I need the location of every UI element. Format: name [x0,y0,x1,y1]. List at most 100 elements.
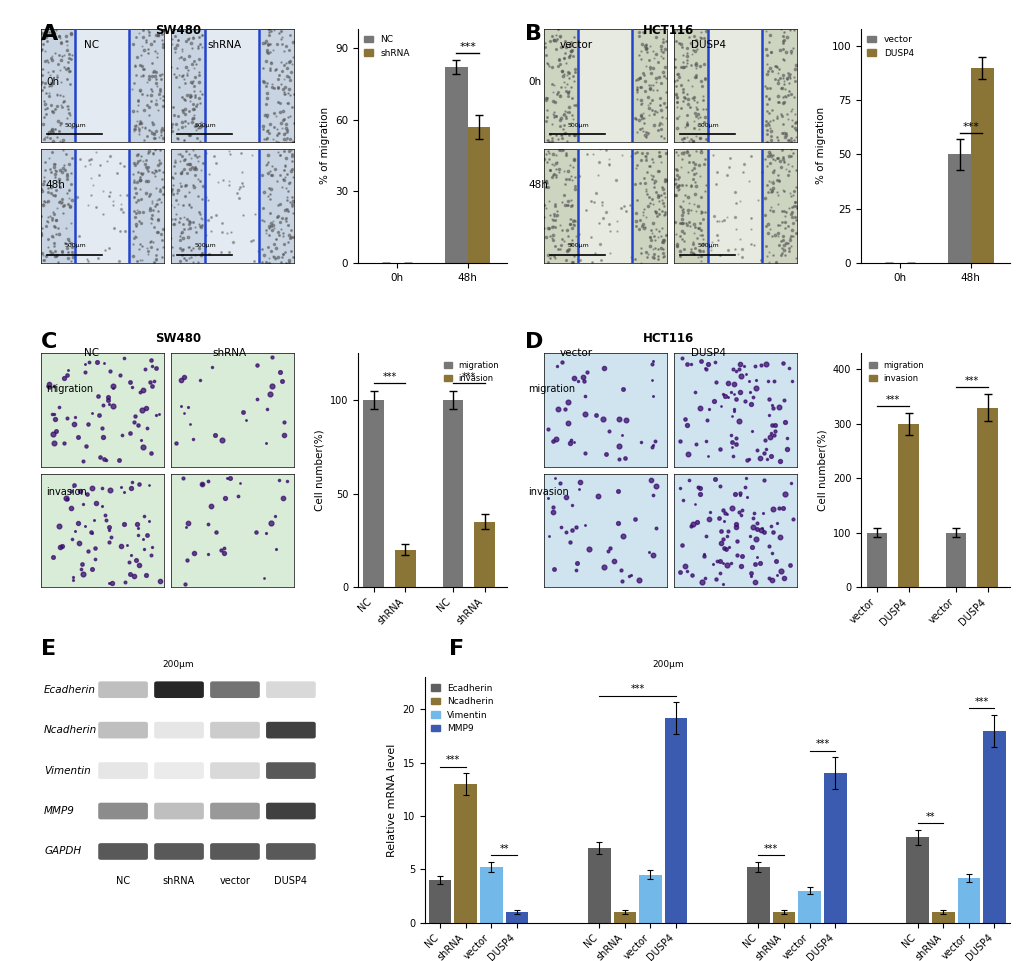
Text: ***: *** [973,697,987,706]
Text: DUSP4: DUSP4 [691,40,726,50]
FancyBboxPatch shape [98,681,148,698]
Bar [578,149,632,262]
Bar [931,912,954,923]
Bar [708,149,761,262]
Text: 48h: 48h [528,180,547,189]
Text: GAPDH: GAPDH [44,847,82,856]
Y-axis label: % of migration: % of migration [319,108,329,185]
Bar [454,784,477,923]
Bar [970,68,993,262]
Bar [75,29,129,142]
Text: NC: NC [85,40,99,50]
Text: 500μm: 500μm [64,123,86,128]
Text: shRNA: shRNA [212,348,247,357]
Text: DUSP4: DUSP4 [274,876,307,886]
Text: **: ** [925,812,934,822]
Text: C: C [41,332,57,352]
FancyBboxPatch shape [98,722,148,738]
Text: shRNA: shRNA [163,876,195,886]
Bar [708,29,761,142]
Bar [75,149,129,262]
Text: 500μm: 500μm [195,243,216,248]
Legend: migration, invasion: migration, invasion [864,357,926,386]
Bar [468,127,490,262]
Text: B: B [525,24,542,44]
Text: 0h: 0h [46,77,59,86]
FancyBboxPatch shape [266,762,316,779]
Text: 200μm: 200μm [651,660,684,669]
Text: ***: *** [814,739,828,750]
FancyBboxPatch shape [210,762,260,779]
Bar [664,718,687,923]
Text: 500μm: 500μm [567,243,589,248]
FancyBboxPatch shape [266,843,316,860]
Text: SW480: SW480 [155,24,202,37]
Bar [578,29,632,142]
Bar [798,891,820,923]
Text: 500μm: 500μm [697,243,718,248]
Text: migration: migration [528,384,575,394]
FancyBboxPatch shape [154,843,204,860]
Text: 500μm: 500μm [64,243,86,248]
Text: ***: *** [962,122,978,132]
FancyBboxPatch shape [210,802,260,820]
Text: ***: *** [630,684,644,694]
Bar [639,875,661,923]
FancyBboxPatch shape [98,762,148,779]
Text: vector: vector [559,40,592,50]
Bar [474,522,494,587]
Bar [906,837,928,923]
FancyBboxPatch shape [266,722,316,738]
Bar [823,774,846,923]
Y-axis label: Relative mRNA level: Relative mRNA level [387,743,396,856]
Text: ***: *** [445,755,460,765]
Text: ***: *** [964,376,978,385]
Text: migration: migration [46,384,93,394]
Text: HCT116: HCT116 [642,24,693,37]
Bar [747,867,769,923]
Bar [428,880,451,923]
Bar [982,730,1005,923]
Text: ***: *** [382,372,396,382]
Text: A: A [41,24,58,44]
Text: shRNA: shRNA [207,40,242,50]
Bar [205,149,259,262]
Bar [613,912,636,923]
Text: E: E [41,639,56,659]
FancyBboxPatch shape [266,681,316,698]
Legend: vector, DUSP4: vector, DUSP4 [865,34,915,60]
Text: invasion: invasion [528,487,569,497]
Text: DUSP4: DUSP4 [691,348,726,357]
Bar [505,912,528,923]
Bar [866,532,887,587]
Bar [976,407,997,587]
Y-axis label: % of migration: % of migration [815,108,825,185]
Legend: Ecadherin, Ncadherin, Vimentin, MMP9: Ecadherin, Ncadherin, Vimentin, MMP9 [429,682,495,735]
Text: NC: NC [85,348,99,357]
Text: D: D [525,332,543,352]
Bar [442,400,463,587]
Y-axis label: Cell number(%): Cell number(%) [314,430,324,511]
Text: Vimentin: Vimentin [44,766,91,776]
Text: NC: NC [116,876,130,886]
Text: SW480: SW480 [155,332,202,345]
Text: ***: *** [459,41,476,52]
FancyBboxPatch shape [154,802,204,820]
Bar [394,550,416,587]
FancyBboxPatch shape [154,681,204,698]
Bar [945,532,965,587]
Y-axis label: Cell number(%): Cell number(%) [816,430,826,511]
Bar [205,29,259,142]
Bar [444,67,468,262]
Bar [898,424,918,587]
Text: 0h: 0h [528,77,541,86]
Text: 48h: 48h [46,180,65,189]
FancyBboxPatch shape [210,681,260,698]
Text: HCT116: HCT116 [642,332,693,345]
FancyBboxPatch shape [266,802,316,820]
Bar [363,400,384,587]
Bar [948,155,970,262]
FancyBboxPatch shape [210,843,260,860]
Text: vector: vector [219,876,250,886]
Text: vector: vector [559,348,592,357]
